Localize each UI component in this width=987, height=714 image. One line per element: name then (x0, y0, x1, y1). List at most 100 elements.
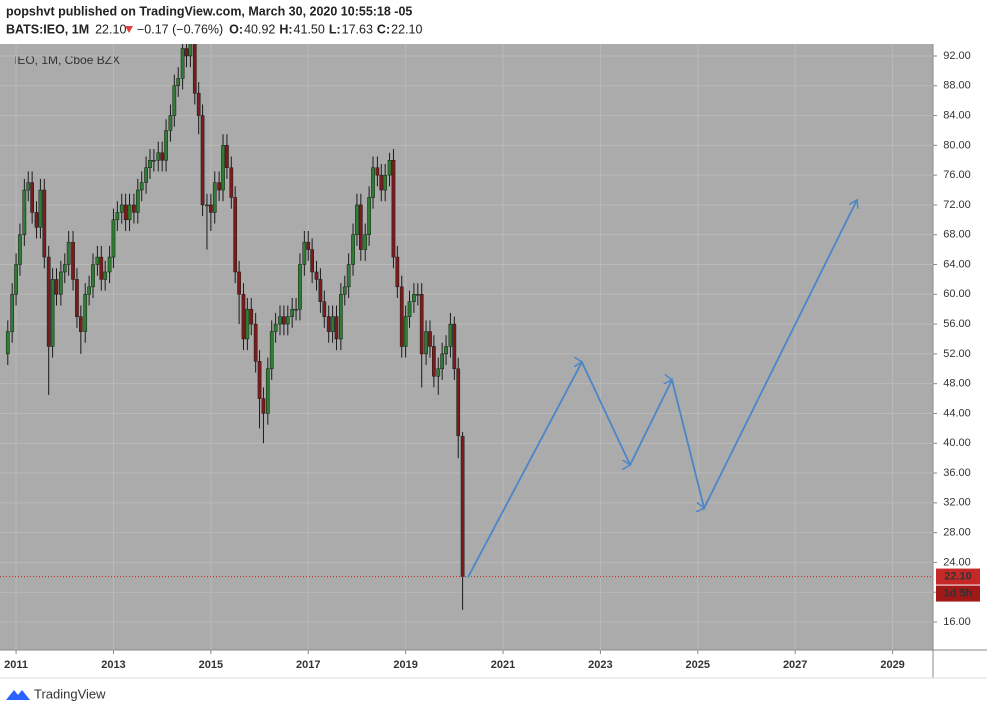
candle-body (22, 189, 27, 235)
candle-body (237, 271, 241, 295)
candle-body (261, 398, 266, 414)
countdown-label: 1d 5h (944, 587, 973, 599)
candle-body (314, 271, 319, 280)
candle-body (200, 115, 205, 206)
candle-body (282, 316, 286, 325)
candle-body (148, 160, 152, 168)
candle-body (225, 145, 229, 168)
candle-body (383, 174, 388, 191)
candle-body (249, 308, 254, 325)
candle-body (456, 368, 461, 437)
symbol: BATS:IEO, 1M (6, 22, 89, 36)
x-tick-label: 2029 (880, 659, 904, 671)
candle-body (192, 44, 197, 94)
candle-body (119, 204, 124, 213)
candle-body (83, 294, 88, 332)
quote-field-value: 17.63 (342, 22, 373, 36)
candle-body (50, 279, 55, 347)
candle-body (326, 316, 331, 332)
y-tick-label: 40.00 (943, 437, 971, 449)
x-tick-label: 2013 (101, 659, 125, 671)
candle-body (395, 256, 400, 288)
candle-body (156, 152, 161, 161)
y-tick-label: 16.00 (943, 616, 971, 628)
candle-body (135, 189, 140, 213)
candle-body (407, 301, 412, 317)
candle-body (111, 219, 116, 258)
logo-icon (6, 690, 30, 700)
y-tick-label: 80.00 (943, 139, 971, 151)
quote-field-value: 22.10 (391, 22, 422, 36)
quote-field-value: 41.50 (294, 22, 325, 36)
candle-body (168, 115, 173, 131)
candle-body (444, 346, 448, 355)
candle-body (294, 308, 298, 311)
x-tick-label: 2017 (296, 659, 320, 671)
down-arrow (125, 26, 133, 33)
candle-body (460, 436, 465, 577)
candle-body (66, 241, 71, 265)
candle-body (209, 204, 213, 213)
x-tick-label: 2015 (199, 659, 223, 671)
candle-body (330, 316, 335, 332)
candle-body (99, 256, 104, 280)
brand-name: TradingView (34, 686, 106, 701)
candle-body (415, 294, 420, 296)
candle-body (59, 271, 63, 295)
y-tick-label: 48.00 (943, 378, 971, 390)
candle-body (164, 130, 168, 161)
candle-body (387, 160, 392, 176)
y-tick-label: 76.00 (943, 169, 971, 181)
last-price-tag (936, 568, 980, 585)
candle-body (212, 182, 217, 213)
candle-body (367, 197, 371, 235)
publish-info: popshvt published on TradingView.com, Ma… (6, 4, 412, 18)
quote-field-label: H: (279, 22, 292, 36)
pane-label: IEO, 1M, Cboe BZX (14, 53, 120, 67)
candle-body (103, 271, 108, 280)
quote-field-label: L: (329, 22, 341, 36)
candle-body (107, 256, 112, 273)
candle-body (196, 92, 201, 116)
candle-body (346, 264, 351, 288)
y-tick-label: 92.00 (943, 50, 971, 62)
y-tick-label: 56.00 (943, 318, 971, 330)
candle-body (152, 160, 156, 162)
candle-body (38, 189, 43, 228)
candle-body (339, 294, 343, 340)
last-price-label: 22.10 (944, 570, 972, 582)
candle-body (269, 331, 274, 370)
candle-body (290, 308, 295, 317)
y-tick-label: 36.00 (943, 467, 971, 479)
y-tick-label: 24.00 (943, 556, 971, 568)
y-tick-label: 72.00 (943, 199, 971, 211)
candle-body (184, 48, 189, 57)
quote-field-value: 40.92 (244, 22, 275, 36)
quote-field-label: C: (377, 22, 390, 36)
candle-body (412, 294, 416, 303)
x-tick-label: 2021 (491, 659, 515, 671)
y-tick-label: 88.00 (943, 80, 971, 92)
candle-body (432, 346, 436, 377)
candle-body (310, 249, 314, 273)
candle-body (14, 264, 18, 295)
y-tick-label: 52.00 (943, 348, 971, 360)
candle-body (452, 323, 457, 370)
candle-body (363, 234, 368, 250)
candle-body (205, 204, 209, 207)
candle-body (95, 256, 100, 265)
y-tick-label: 68.00 (943, 229, 971, 241)
candle-body (375, 167, 380, 176)
x-tick-label: 2025 (686, 659, 710, 671)
candle-body (379, 174, 384, 191)
candle-body (62, 264, 67, 273)
x-tick-label: 2023 (588, 659, 612, 671)
candle-body (273, 323, 278, 332)
candle-body (71, 241, 75, 280)
candle-body (399, 286, 404, 347)
candle-body (46, 256, 51, 347)
y-tick-label: 28.00 (943, 527, 971, 539)
candle-body (391, 160, 396, 258)
candle-body (285, 316, 290, 325)
candle-body (436, 368, 441, 377)
